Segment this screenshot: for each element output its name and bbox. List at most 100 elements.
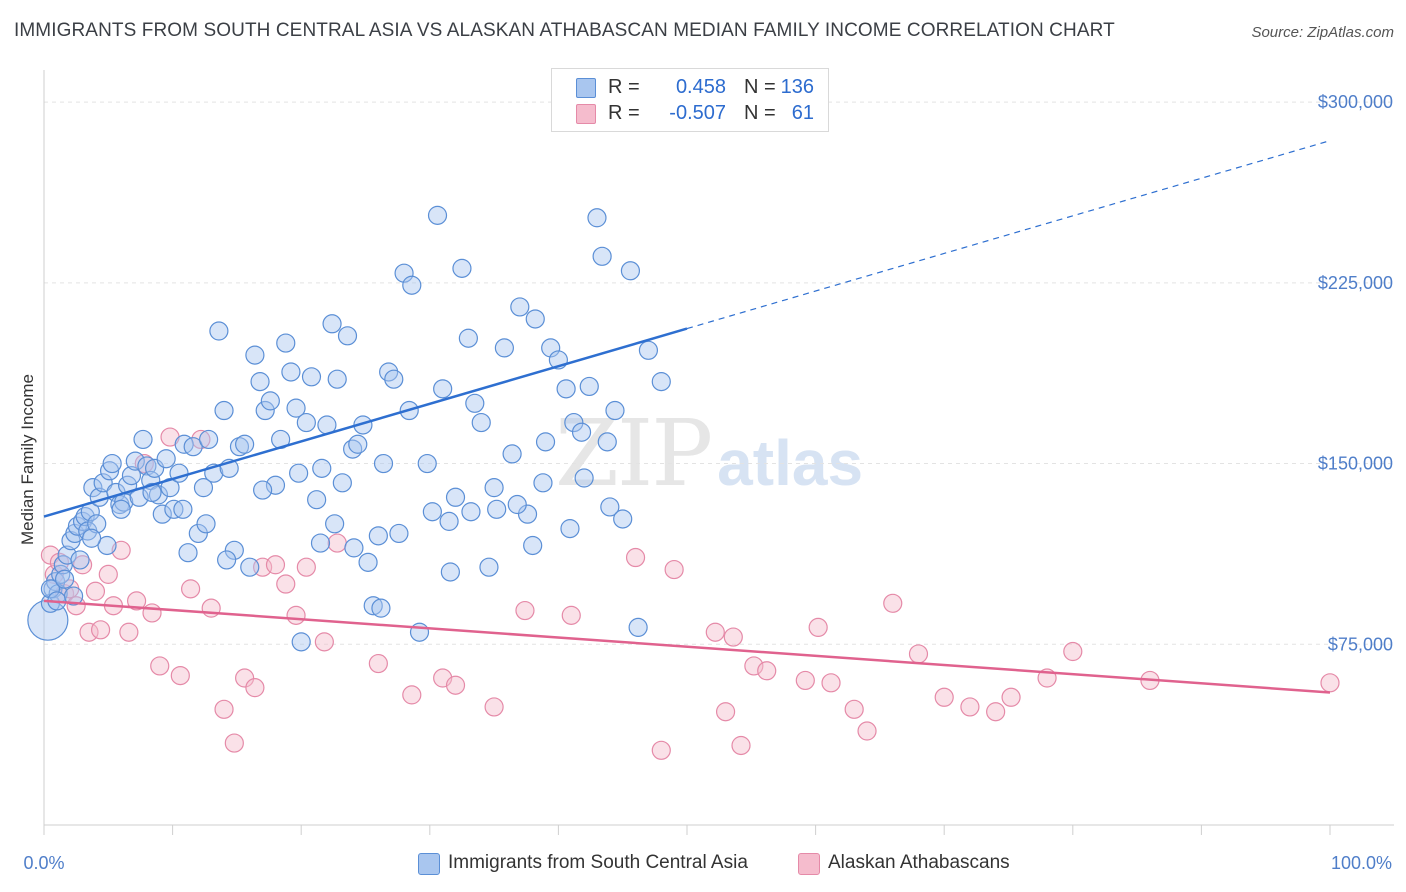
south-central-asia-point <box>337 326 358 346</box>
athabascan-point <box>85 581 106 601</box>
legend-swatch-blue <box>576 78 596 98</box>
south-central-asia-point <box>535 432 556 452</box>
south-central-asia-point <box>99 461 120 481</box>
athabascan-point <box>844 699 864 719</box>
source-credit: Source: ZipAtlas.com <box>1251 24 1394 41</box>
south-central-asia-point <box>510 297 530 317</box>
south-central-asia-point <box>142 482 162 503</box>
south-central-asia-point <box>307 490 327 510</box>
south-central-asia-point <box>217 550 237 570</box>
athabascan-point <box>723 627 743 647</box>
south-central-asia-point <box>312 458 332 478</box>
south-central-asia-point <box>517 504 538 524</box>
legend-swatch-blue <box>418 853 440 875</box>
y-tick-label: $300,000 <box>1318 92 1393 112</box>
south-central-asia-point <box>574 468 594 488</box>
athabascan-point <box>445 675 466 695</box>
south-central-asia-point <box>402 275 422 295</box>
south-central-asia-point <box>125 451 145 471</box>
south-central-asia-point <box>651 372 671 392</box>
south-central-asia-point <box>137 456 157 476</box>
south-central-asia-point <box>440 562 460 582</box>
south-central-asia-point <box>322 314 342 334</box>
south-central-asia-point <box>63 586 84 606</box>
south-central-asia-point <box>620 261 641 281</box>
trend-line-blue-projection <box>686 140 1331 330</box>
legend-n-value: 61 <box>791 102 814 124</box>
south-central-asia-point <box>638 340 659 360</box>
south-central-asia-point <box>628 617 648 638</box>
south-central-asia-point <box>409 622 430 642</box>
y-tick-label: $225,000 <box>1318 273 1393 293</box>
south-central-asia-point <box>276 333 296 353</box>
athabascan-point <box>515 600 535 621</box>
south-central-asia-point <box>613 509 633 529</box>
athabascan-point <box>1320 673 1340 693</box>
legend-n-value: 136 <box>780 76 814 98</box>
south-central-asia-point <box>579 376 599 397</box>
south-central-asia-point <box>348 434 368 454</box>
athabascan-point <box>265 555 286 575</box>
south-central-asia-point <box>253 480 273 500</box>
south-central-asia-point <box>235 434 255 454</box>
legend-swatch-pink <box>798 853 820 875</box>
athabascan-point <box>245 678 265 698</box>
south-central-asia-point <box>445 487 466 507</box>
south-central-asia-point <box>525 309 545 329</box>
south-central-asia-point <box>250 372 270 392</box>
south-central-asia-point <box>209 321 229 341</box>
athabascan-point <box>1063 641 1083 662</box>
south-central-asia-point <box>229 437 250 457</box>
south-central-asia-point <box>57 545 77 565</box>
south-central-asia-point <box>439 511 459 531</box>
south-central-asia-point <box>310 533 331 553</box>
south-central-asia-point <box>389 523 409 544</box>
south-central-asia-point <box>502 444 522 464</box>
south-central-asia-point <box>260 391 280 411</box>
south-central-asia-point <box>133 429 153 450</box>
athabascan-point <box>314 632 334 652</box>
trend-line-pink <box>43 599 1331 694</box>
trend-line-blue <box>43 327 688 518</box>
south-central-asia-point <box>433 379 453 399</box>
athabascan-point <box>908 644 929 664</box>
south-central-asia-point <box>286 398 306 418</box>
athabascan-point <box>90 620 111 640</box>
south-central-asia-point <box>81 528 102 548</box>
legend-r-value: 0.458 <box>675 76 726 98</box>
x-tick-label: 0.0% <box>23 853 64 873</box>
south-central-asia-point <box>289 463 309 483</box>
athabascan-point <box>224 733 244 753</box>
south-central-asia-point <box>368 526 388 546</box>
athabascan-point <box>98 564 118 584</box>
legend-n-label: N = <box>744 102 776 124</box>
athabascan-point <box>484 697 504 717</box>
south-central-asia-point <box>541 338 561 358</box>
south-central-asia-point <box>327 369 347 389</box>
south-central-asia-point <box>494 338 514 358</box>
south-central-asia-point <box>40 579 61 599</box>
south-central-asia-point <box>417 453 437 474</box>
south-central-asia-point <box>605 400 625 421</box>
south-central-asia-point <box>87 514 107 534</box>
athabascan-point <box>808 617 828 638</box>
south-central-asia-point <box>564 412 584 433</box>
athabascan-point <box>142 603 162 623</box>
athabascan-point <box>170 665 190 686</box>
watermark: ZIPatlas <box>555 400 863 507</box>
south-central-asia-point <box>373 453 394 474</box>
x-tick-label: 100.0% <box>1331 853 1392 873</box>
south-central-asia-point <box>484 478 504 498</box>
chart-title: IMMIGRANTS FROM SOUTH CENTRAL ASIA VS AL… <box>14 20 1115 41</box>
south-central-asia-point <box>427 205 448 225</box>
south-central-asia-point <box>97 535 117 556</box>
south-central-asia-point <box>587 208 607 228</box>
south-central-asia-point <box>156 449 176 469</box>
athabascan-point <box>986 702 1006 722</box>
axis-labels: $75,000 $150,000 $225,000 $300,000 0.0% 100.0… <box>18 92 1393 873</box>
south-central-asia-point <box>344 538 364 558</box>
south-central-asia-point <box>183 437 203 457</box>
south-central-asia-point <box>600 497 620 517</box>
south-central-asia-point <box>597 432 617 452</box>
